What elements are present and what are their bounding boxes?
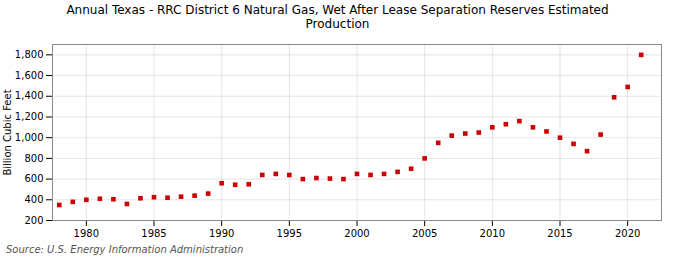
- svg-text:Billion Cubic Feet: Billion Cubic Feet: [2, 89, 13, 175]
- svg-text:2010: 2010: [480, 227, 505, 238]
- svg-text:200: 200: [24, 214, 43, 225]
- svg-text:2020: 2020: [615, 227, 640, 238]
- svg-text:1985: 1985: [141, 227, 166, 238]
- svg-text:2005: 2005: [412, 227, 437, 238]
- svg-text:1,600: 1,600: [15, 70, 44, 81]
- svg-text:1,000: 1,000: [15, 132, 44, 143]
- svg-text:1,200: 1,200: [15, 111, 44, 122]
- svg-text:2000: 2000: [344, 227, 369, 238]
- svg-text:1980: 1980: [74, 227, 99, 238]
- svg-text:2015: 2015: [547, 227, 572, 238]
- svg-text:600: 600: [24, 173, 43, 184]
- svg-text:800: 800: [24, 152, 43, 163]
- svg-text:1,800: 1,800: [15, 49, 44, 60]
- svg-text:1,400: 1,400: [15, 90, 44, 101]
- svg-text:1990: 1990: [209, 227, 234, 238]
- svg-text:1995: 1995: [277, 227, 302, 238]
- svg-text:400: 400: [24, 194, 43, 205]
- html-text:Annual Texas - RRC District 6: Annual Texas - RRC District 6 Natural Ga…: [66, 3, 609, 32]
- html-text:Source: U.S. Energy Informatio: Source: U.S. Energy Information Administ…: [6, 243, 244, 255]
